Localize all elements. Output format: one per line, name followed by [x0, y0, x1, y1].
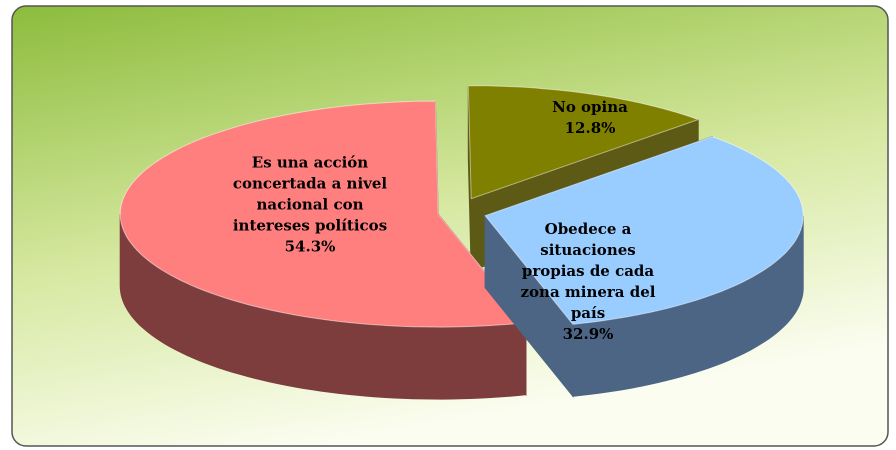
slice-top: [484, 136, 804, 325]
data-label: No opina 12.8%: [535, 97, 645, 139]
slice-top: [467, 85, 700, 200]
slice: [119, 100, 527, 400]
value-label: 12.8%: [564, 119, 616, 137]
category-label: No opina: [552, 98, 628, 116]
category-label: Obedece a situaciones propias de cada zo…: [520, 220, 656, 322]
value-label: 32.9%: [562, 325, 614, 343]
data-label: Obedece a situaciones propias de cada zo…: [518, 219, 658, 345]
category-label: Es una acción concertada a nivel naciona…: [232, 153, 388, 235]
slice: [484, 135, 804, 398]
slice-top: [119, 100, 527, 328]
value-label: 54.3%: [284, 237, 336, 256]
data-label: Es una acción concertada a nivel naciona…: [223, 153, 398, 258]
